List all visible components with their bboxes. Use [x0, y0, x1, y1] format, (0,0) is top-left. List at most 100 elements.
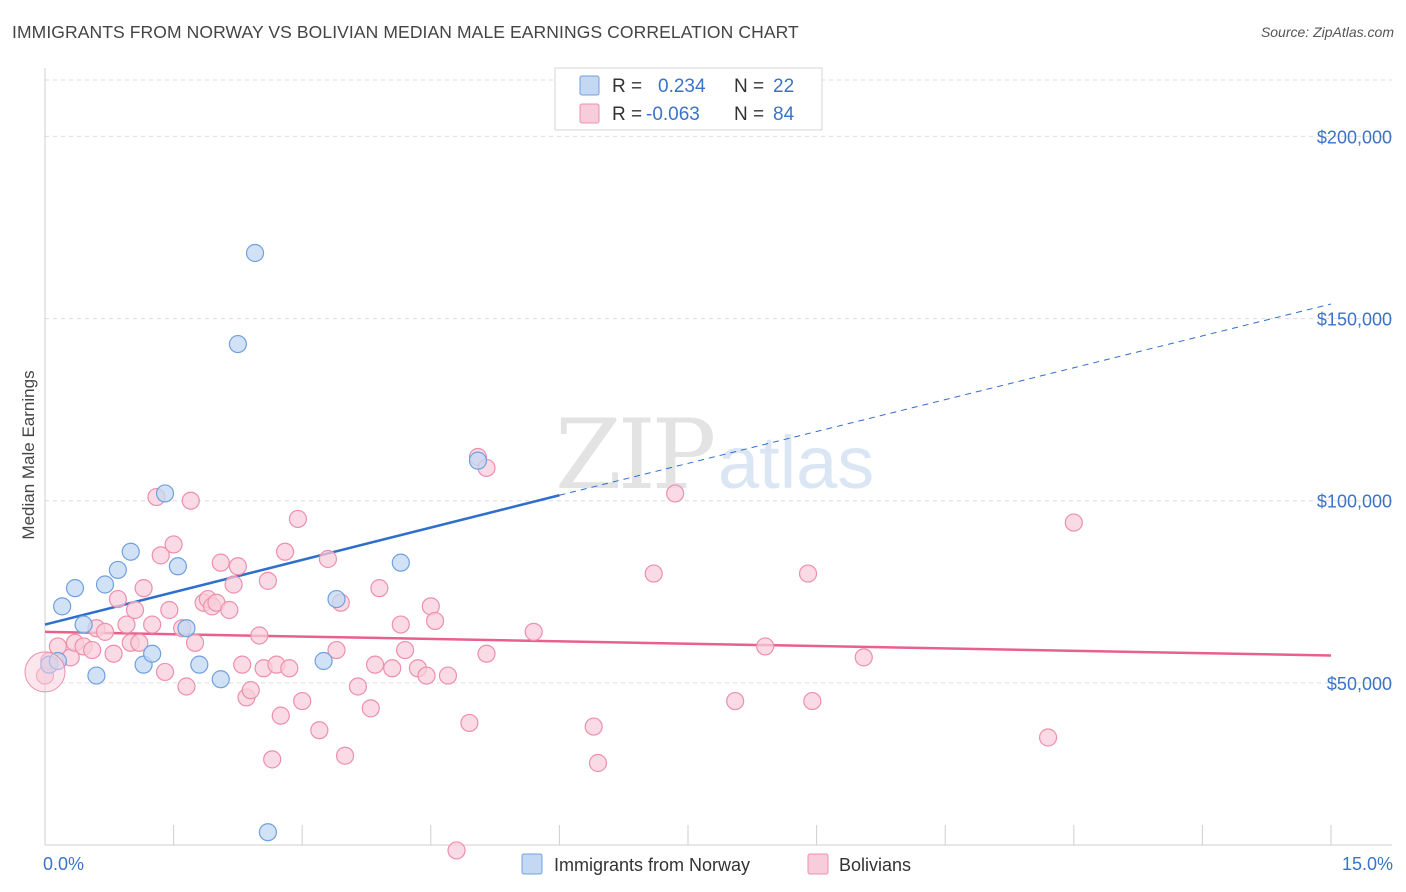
x-tick-label-min: 0.0% — [43, 854, 84, 874]
point-bolivians — [438, 666, 458, 685]
point-bolivians — [104, 644, 123, 663]
legend-n-value-norway: 22 — [773, 76, 794, 97]
point-bolivians — [185, 633, 205, 652]
point-norway — [108, 560, 127, 580]
point-bolivians-cluster — [24, 651, 66, 693]
point-bolivians — [370, 579, 389, 598]
point-norway — [258, 823, 278, 842]
point-bolivians — [383, 659, 402, 678]
point-bolivians — [117, 615, 136, 634]
point-bolivians — [425, 611, 445, 631]
point-bolivians — [155, 662, 175, 682]
trend-line-bolivians — [44, 630, 1332, 657]
point-bolivians — [798, 564, 818, 583]
y-tick-label: $50,000 — [1327, 674, 1392, 694]
legend-swatch-bolivians — [579, 103, 600, 124]
point-norway — [74, 615, 93, 634]
point-bolivians — [726, 691, 745, 711]
point-norway — [327, 589, 346, 609]
point-bolivians — [83, 640, 102, 660]
point-norway — [245, 243, 265, 263]
point-bolivians — [310, 721, 329, 740]
point-bolivians — [280, 659, 299, 678]
watermark-atlas: atlas — [718, 421, 874, 504]
legend-n-value-bolivians: 84 — [773, 104, 795, 125]
point-norway — [143, 644, 162, 663]
point-norway — [314, 651, 333, 671]
bottom-legend-swatch-norway — [521, 853, 543, 875]
point-bolivians — [263, 750, 282, 769]
bottom-legend: Immigrants from Norway Bolivians — [521, 853, 911, 875]
point-bolivians — [588, 753, 608, 773]
point-norway — [228, 334, 247, 354]
point-norway — [155, 484, 175, 503]
point-norway — [190, 655, 209, 674]
axes: $50,000 $100,000 $150,000 $200,000 0.0% 15.0% — [43, 68, 1393, 874]
point-bolivians — [95, 622, 115, 641]
point-bolivians — [318, 549, 338, 569]
data-points — [24, 243, 1083, 860]
legend-r-value-bolivians: -0.063 — [646, 104, 700, 125]
source-note: Source: ZipAtlas.com — [1260, 24, 1394, 40]
point-bolivians — [108, 589, 127, 609]
point-norway — [391, 553, 410, 572]
point-bolivians — [151, 546, 170, 565]
point-bolivians — [143, 615, 162, 634]
point-bolivians — [211, 553, 230, 572]
point-bolivians — [644, 564, 663, 583]
point-norway — [211, 670, 230, 689]
point-bolivians — [134, 579, 153, 598]
y-tick-label: $150,000 — [1317, 310, 1392, 330]
point-bolivians — [228, 557, 247, 576]
point-bolivians — [177, 677, 196, 696]
legend-swatch-norway — [579, 75, 600, 96]
point-bolivians — [220, 600, 239, 620]
point-bolivians — [130, 633, 149, 652]
point-bolivians — [250, 626, 269, 645]
watermark-zip: ZIP — [555, 399, 714, 511]
point-bolivians — [164, 535, 183, 554]
point-bolivians — [1064, 513, 1083, 532]
point-bolivians — [584, 717, 603, 736]
point-bolivians — [447, 841, 466, 860]
point-bolivians — [288, 509, 308, 529]
point-bolivians — [181, 491, 200, 510]
point-bolivians — [224, 575, 243, 594]
point-bolivians — [391, 615, 410, 634]
point-bolivians — [275, 542, 295, 561]
point-bolivians — [477, 644, 496, 663]
y-tick-label: $200,000 — [1317, 127, 1392, 147]
legend-r-label-bolivians: R = — [612, 104, 642, 125]
x-tick-label-max: 15.0% — [1342, 854, 1393, 874]
point-bolivians — [1038, 728, 1058, 747]
legend: R = 0.234 N = 22 R = -0.063 N = 84 — [554, 67, 823, 131]
legend-r-label-norway: R = — [612, 76, 642, 97]
y-tick-label: $100,000 — [1317, 492, 1392, 512]
legend-n-label-bolivians: N = — [734, 104, 764, 125]
point-bolivians — [361, 699, 380, 718]
point-norway — [468, 451, 488, 470]
point-bolivians — [395, 640, 415, 660]
point-bolivians — [365, 655, 385, 674]
point-bolivians — [524, 622, 543, 641]
point-norway — [87, 666, 106, 685]
point-norway — [177, 619, 196, 638]
point-bolivians — [666, 484, 685, 503]
point-bolivians — [293, 691, 312, 711]
point-bolivians — [327, 640, 346, 660]
point-bolivians — [854, 648, 873, 667]
y-axis-label: Median Male Earnings — [19, 370, 38, 539]
point-norway — [95, 575, 115, 594]
point-bolivians — [417, 666, 436, 685]
point-bolivians — [335, 746, 355, 765]
point-bolivians — [125, 600, 145, 620]
bottom-legend-swatch-bolivians — [807, 853, 829, 875]
point-bolivians — [756, 637, 775, 656]
legend-n-label-norway: N = — [734, 76, 764, 97]
point-bolivians — [348, 677, 368, 696]
point-bolivians — [241, 681, 260, 700]
point-bolivians — [258, 571, 278, 590]
point-norway — [53, 597, 72, 616]
chart-title: IMMIGRANTS FROM NORWAY VS BOLIVIAN MEDIA… — [12, 22, 799, 42]
